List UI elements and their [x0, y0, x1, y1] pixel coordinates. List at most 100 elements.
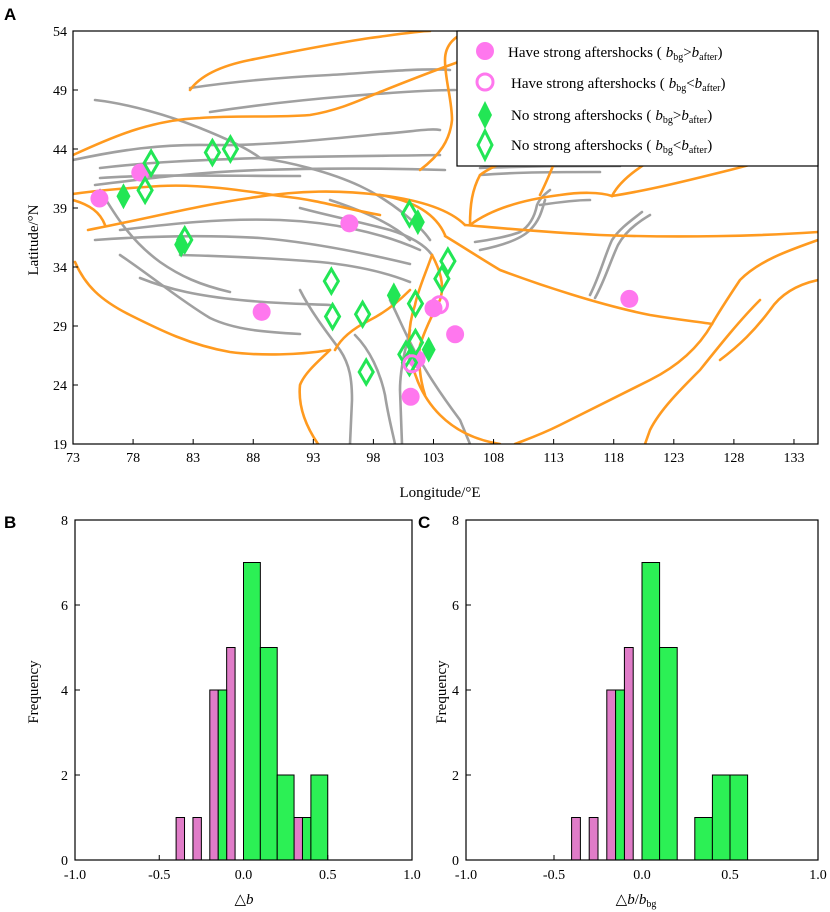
legend-box [456, 30, 819, 167]
map-y-axis-label: Latitude/°N [26, 204, 42, 275]
hist-bar [243, 562, 261, 861]
hist-y-tick-label: 4 [61, 684, 68, 699]
fault-line [118, 253, 302, 336]
marker-open-diamond [136, 175, 154, 206]
map-y-tick-label: 49 [53, 84, 67, 99]
legend-entry-2: Have strong aftershocks (bbg<bafter) [511, 76, 726, 94]
legend-entry-4: No strong aftershocks (bbg<bafter) [511, 138, 712, 156]
legend-filled-circle-icon [476, 42, 494, 60]
hist-bar [571, 817, 581, 861]
fault-line [93, 98, 262, 160]
boundary-line [378, 193, 447, 237]
map-x-tick-label: 83 [186, 451, 200, 466]
hist-x-tick-label: -0.5 [543, 868, 565, 883]
map-x-tick-label: 113 [543, 451, 563, 466]
hist-x-tick-label: 1.0 [809, 868, 827, 883]
fault-line [98, 188, 232, 294]
boundary-line [73, 184, 382, 217]
hist-y-tick-label: 0 [452, 854, 459, 869]
map-markers [90, 134, 639, 406]
boundary-line [188, 31, 432, 92]
map-x-tick-label: 133 [783, 451, 804, 466]
map-y-tick-label: 44 [53, 143, 67, 158]
boundary-line [73, 198, 107, 227]
marker-open-diamond [433, 263, 451, 294]
fault-line [208, 88, 457, 114]
marker-filled-circle [90, 189, 109, 208]
fault-line [118, 218, 422, 252]
map-x-axis-label: Longitude/°E [400, 485, 481, 501]
map-x-tick-label: 103 [423, 451, 444, 466]
hist-x-tick-label: 0.0 [235, 868, 253, 883]
histogram-b: -1.0 -0.5 0.0 0.5 1.0 0 2 4 6 8 [61, 514, 421, 883]
hist-c-y-axis-label: Frequency [434, 660, 450, 724]
hist-bar [259, 647, 278, 861]
map-x-tick-label: 108 [483, 451, 504, 466]
hist-b-x-axis-label: △b [234, 892, 254, 908]
map-x-tick-label: 123 [663, 451, 684, 466]
hist-bar [694, 817, 713, 861]
map-y-tick-label: 19 [53, 438, 67, 453]
hist-bar [711, 774, 731, 861]
hist-x-tick-label: -1.0 [64, 868, 86, 883]
boundary-line [417, 253, 444, 397]
fault-line [538, 198, 592, 207]
hist-y-tick-label: 8 [452, 514, 459, 529]
legend-entry-1: Have strong aftershocks (bbg>bafter) [508, 45, 723, 63]
hist-x-tick-label: 0.5 [721, 868, 739, 883]
marker-filled-diamond [174, 231, 189, 258]
marker-filled-circle [620, 289, 639, 308]
marker-open-diamond [357, 357, 375, 387]
fault-line [588, 210, 644, 297]
hist-bar [729, 774, 749, 861]
marker-open-diamond [439, 246, 457, 277]
legend-open-diamond-icon [476, 127, 494, 163]
fault-line [93, 234, 412, 266]
marker-open-diamond [323, 301, 342, 332]
hist-x-tick-label: -0.5 [148, 868, 170, 883]
map-y-tick-label: 34 [53, 261, 67, 276]
fault-line [298, 206, 434, 257]
panel-b-letter: B [4, 513, 16, 532]
hist-c-x-axis-label: △b/bbg [616, 892, 657, 910]
marker-open-circle [429, 295, 449, 315]
marker-open-diamond [203, 137, 222, 168]
fault-line [298, 288, 354, 444]
marker-open-circle [402, 354, 422, 374]
fault-line [178, 253, 412, 284]
hist-x-tick-label: -1.0 [455, 868, 477, 883]
boundary-line [513, 322, 714, 444]
marker-filled-diamond [116, 183, 131, 210]
histogram-c: -1.0 -0.5 0.0 0.5 1.0 0 2 4 6 8 [452, 514, 827, 883]
hist-bar [310, 774, 329, 861]
hist-b-y-axis-label: Frequency [26, 660, 42, 724]
boundary-line [73, 90, 382, 157]
hist-bar [606, 689, 617, 861]
hist-bar [226, 647, 236, 861]
marker-open-diamond [142, 148, 160, 179]
hist-bar [175, 817, 186, 861]
map-axes: 73 78 83 88 93 98 103 108 113 118 123 128 133 19 24 29 3… [53, 25, 804, 466]
fault-line [188, 68, 452, 90]
map-y-tick-label: 29 [53, 320, 67, 335]
map-x-tick-label: 88 [246, 451, 260, 466]
map-y-tick-label: 39 [53, 202, 67, 217]
marker-open-diamond [353, 299, 372, 330]
hist-bar [276, 774, 295, 861]
hist-x-tick-label: 1.0 [403, 868, 421, 883]
hist-y-tick-label: 0 [61, 854, 68, 869]
marker-filled-diamond [386, 282, 401, 309]
fault-line [98, 174, 302, 180]
fault-line [478, 170, 602, 177]
legend-open-circle-icon [475, 72, 495, 92]
fault-line [353, 333, 397, 444]
map-x-tick-label: 78 [126, 451, 140, 466]
hist-bar [293, 817, 303, 861]
marker-open-diamond [406, 327, 425, 358]
map-x-tick-label: 93 [306, 451, 320, 466]
panel-a-letter: A [4, 5, 16, 24]
hist-bar [192, 817, 202, 861]
hist-bar [623, 647, 634, 861]
